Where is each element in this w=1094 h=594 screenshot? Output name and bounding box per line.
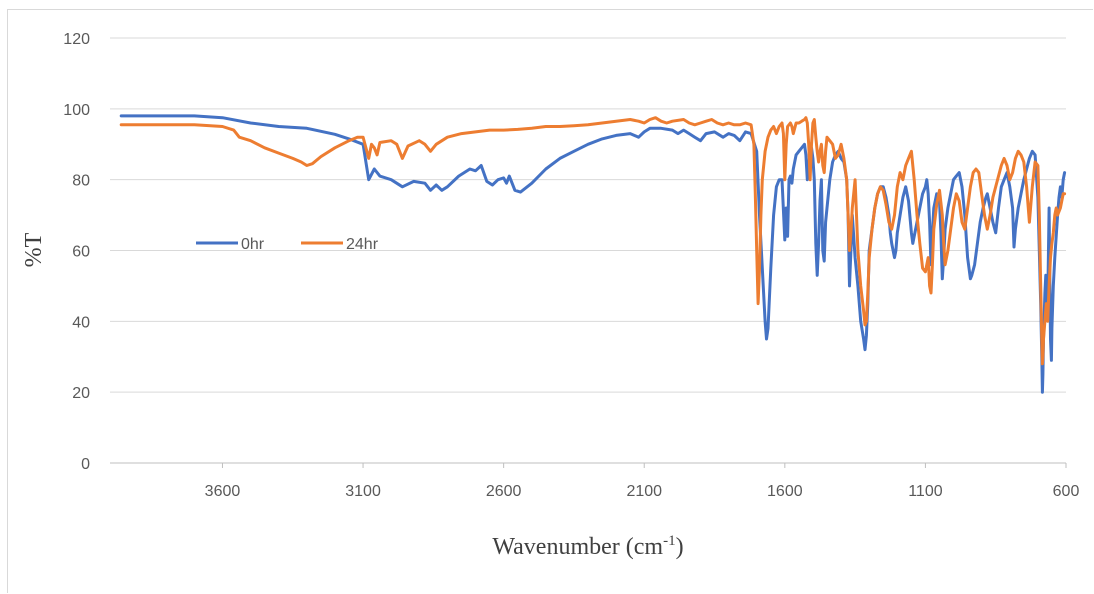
chart-frame	[7, 9, 1093, 593]
y-tick-label-0: 0	[81, 456, 90, 473]
axis-layer: 0 20 40 60 80 100 120 3600 3100 2600 2100 1600 1100 6…	[63, 31, 1079, 500]
grid-layer	[110, 37, 1066, 393]
legend: 0hr 24hr	[196, 236, 379, 253]
y-tick-label-40: 40	[72, 314, 90, 331]
y-tick-label-80: 80	[72, 173, 90, 190]
x-axis-title-sup: -1	[663, 533, 676, 549]
x-tick-label-1100: 1100	[908, 483, 943, 500]
x-axis-title: Wavenumber (cm-1)	[492, 533, 683, 560]
legend-label-0hr: 0hr	[241, 236, 265, 253]
x-tick-label-2100: 2100	[626, 483, 662, 500]
x-tick-label-2600: 2600	[486, 483, 522, 500]
series-layer	[119, 114, 1067, 394]
series-line-0hr	[119, 114, 1067, 394]
x-tick-label-3100: 3100	[345, 483, 381, 500]
y-tick-label-20: 20	[72, 385, 90, 402]
x-axis-title-suffix: )	[676, 534, 684, 560]
y-axis-title: %T	[21, 232, 47, 267]
y-tick-label-60: 60	[72, 244, 90, 261]
y-tick-label-120: 120	[63, 31, 90, 48]
x-tick-label-600: 600	[1053, 483, 1080, 500]
x-tick-label-3600: 3600	[205, 483, 241, 500]
legend-label-24hr: 24hr	[346, 236, 379, 253]
x-tick-label-1600: 1600	[767, 483, 803, 500]
x-axis-title-main: Wavenumber (cm	[492, 534, 663, 560]
series-line-24hr	[119, 116, 1067, 366]
y-tick-label-100: 100	[63, 102, 90, 119]
